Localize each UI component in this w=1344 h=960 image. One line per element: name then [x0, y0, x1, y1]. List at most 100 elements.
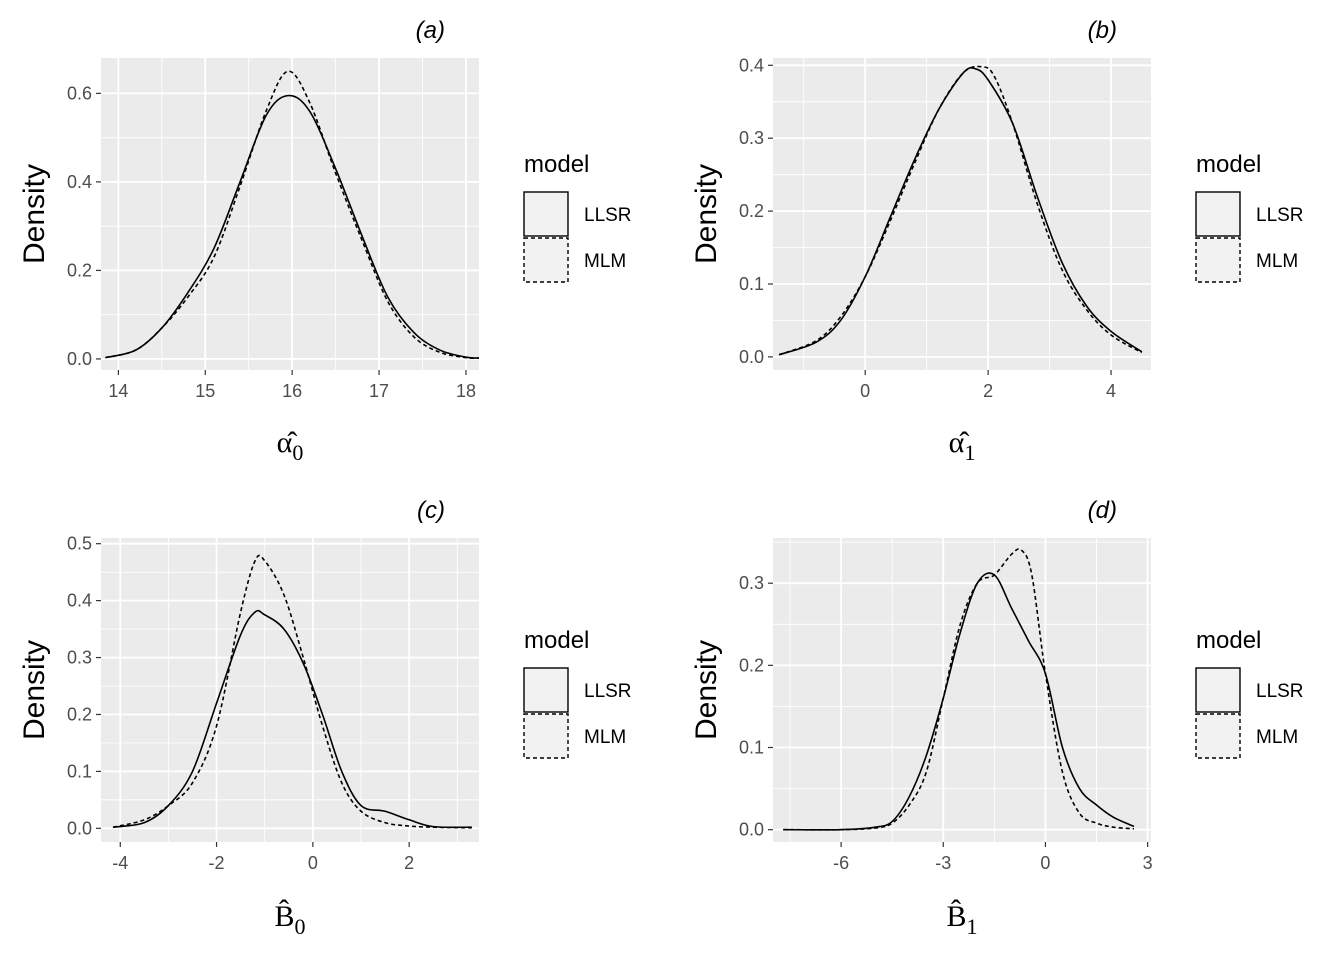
legend: model LLSR MLM — [1195, 151, 1304, 283]
y-tick-label: 0.2 — [67, 260, 92, 280]
y-tick-label: 0.2 — [739, 655, 764, 675]
plot-background — [773, 58, 1151, 370]
x-tick-label: 2 — [983, 381, 993, 401]
panel-title: (b) — [1088, 17, 1117, 44]
y-tick-label: 0.5 — [67, 534, 92, 554]
x-axis-subscript: 0 — [292, 440, 303, 465]
ticks: -4 -2 0 2 0.0 0.1 0.2 0.3 0.4 0.5 — [67, 534, 414, 873]
plot-background — [773, 538, 1151, 842]
gridlines — [773, 58, 1151, 370]
panel-d: (d) -6 -3 0 3 0.0 0.1 0.2 0.3 Density B̂1 model… — [690, 497, 1304, 939]
x-tick-label: 0 — [308, 853, 318, 873]
x-axis-subscript: 0 — [295, 914, 306, 939]
x-axis-symbol: B̂ — [946, 899, 966, 933]
x-tick-label: 16 — [282, 381, 302, 401]
series-line-llsr — [112, 609, 472, 829]
series-line-mlm — [778, 65, 1143, 356]
legend-title: model — [1196, 151, 1261, 178]
legend-key-llsr — [1195, 191, 1241, 237]
gridlines — [101, 538, 479, 842]
panel-c: (c) -4 -2 0 20.00.10.20.30.40.5 Density B̂0… — [18, 497, 632, 939]
series-line-llsr — [783, 572, 1135, 831]
ticks: -6 -3 0 3 0.0 0.1 0.2 0.3 — [739, 573, 1153, 873]
x-axis-symbol: α̂ — [277, 426, 298, 459]
y-tick-label: 0.1 — [739, 738, 764, 758]
x-axis-symbol: B̂ — [274, 899, 294, 933]
panel-a: (a) 14 15 16 17 18 0.0 0.2 0.4 0.6 Density α̂0 m… — [18, 17, 632, 465]
legend-label-llsr: LLSR — [1256, 681, 1304, 702]
plot-background — [101, 538, 479, 842]
x-tick-label: 4 — [1106, 381, 1116, 401]
series-line-llsr — [105, 94, 480, 359]
legend-label-mlm: MLM — [584, 727, 626, 748]
y-tick-label: 0.1 — [739, 274, 764, 294]
legend-title: model — [524, 627, 589, 654]
y-axis-title: Density — [18, 164, 51, 264]
y-tick-label: 0.4 — [67, 591, 92, 611]
legend-title: model — [524, 151, 589, 178]
legend-label-mlm: MLM — [1256, 251, 1298, 272]
x-axis-subscript: 1 — [964, 440, 975, 465]
legend-key-mlm — [523, 237, 569, 283]
x-tick-label: -4 — [112, 853, 128, 873]
y-tick-label: 0.3 — [67, 648, 92, 668]
x-tick-label: 3 — [1143, 853, 1153, 873]
x-axis-subscript: 1 — [967, 914, 978, 939]
y-tick-label: 0.0 — [739, 820, 764, 840]
legend-key-llsr — [1195, 667, 1241, 713]
y-tick-label: 0.6 — [67, 83, 92, 103]
y-tick-label: 0.3 — [739, 573, 764, 593]
x-tick-label: 15 — [195, 381, 215, 401]
y-tick-label: 0.0 — [739, 347, 764, 367]
y-tick-label: 0.2 — [739, 201, 764, 221]
legend-label-mlm: MLM — [584, 251, 626, 272]
x-axis-symbol: α̂ — [949, 426, 970, 459]
series-layer — [778, 65, 1143, 356]
y-tick-label: 0.0 — [67, 818, 92, 838]
y-tick-label: 0.4 — [739, 55, 764, 75]
y-tick-label: 0.2 — [67, 704, 92, 724]
y-tick-label: 0.0 — [67, 349, 92, 369]
panel-title: (c) — [417, 497, 445, 524]
series-layer — [112, 554, 472, 829]
panel-b: (b) 0 2 4 0.0 0.1 0.2 0.3 0.4 Density α̂1 model… — [690, 17, 1304, 465]
x-axis-title: B̂0 — [274, 899, 305, 939]
series-layer — [105, 70, 480, 359]
legend-key-mlm — [1195, 237, 1241, 283]
legend-label-llsr: LLSR — [584, 681, 632, 702]
x-axis-title: B̂1 — [946, 899, 977, 939]
x-tick-label: 18 — [456, 381, 476, 401]
gridlines — [773, 538, 1151, 842]
y-axis-title: Density — [690, 164, 723, 264]
legend-key-mlm — [523, 713, 569, 759]
legend-key-llsr — [523, 667, 569, 713]
series-layer — [783, 548, 1135, 831]
x-axis-title: α̂1 — [949, 426, 976, 465]
x-tick-label: 0 — [1040, 853, 1050, 873]
legend-title: model — [1196, 627, 1261, 654]
legend-label-mlm: MLM — [1256, 727, 1298, 748]
ticks: 0 2 4 0.0 0.1 0.2 0.3 0.4 — [739, 55, 1116, 401]
ticks: 14 15 16 17 18 0.0 0.2 0.4 0.6 — [67, 83, 476, 401]
x-tick-label: -3 — [935, 853, 951, 873]
panel-title: (d) — [1088, 497, 1117, 524]
x-tick-label: 2 — [404, 853, 414, 873]
series-line-mlm — [105, 70, 480, 359]
legend: model LLSR MLM — [1195, 627, 1304, 759]
series-line-mlm — [112, 554, 472, 829]
legend-key-mlm — [1195, 713, 1241, 759]
plot-background — [101, 58, 479, 370]
y-tick-label: 0.4 — [67, 172, 92, 192]
x-axis-title: α̂0 — [277, 426, 304, 465]
y-axis-title: Density — [18, 640, 51, 740]
legend: model LLSR MLM — [523, 151, 632, 283]
y-tick-label: 0.1 — [67, 761, 92, 781]
legend-label-llsr: LLSR — [1256, 205, 1304, 226]
x-tick-label: 17 — [369, 381, 389, 401]
gridlines — [101, 58, 479, 370]
y-tick-label: 0.3 — [739, 128, 764, 148]
legend-label-llsr: LLSR — [584, 205, 632, 226]
y-axis-title: Density — [690, 640, 723, 740]
x-tick-label: -2 — [209, 853, 225, 873]
